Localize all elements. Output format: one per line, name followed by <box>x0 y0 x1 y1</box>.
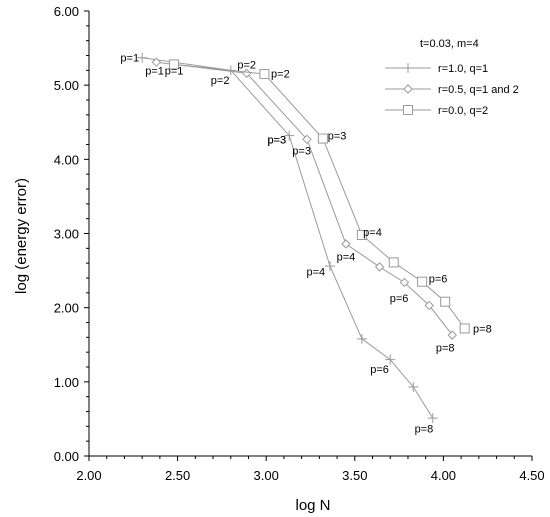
x-tick-label: 4.00 <box>431 468 456 483</box>
y-axis-title: log (energy error) <box>13 178 30 294</box>
y-tick-label: 6.00 <box>54 4 79 19</box>
series-square: p=1 p=2 p=3 p=4 p=6 p=8 <box>165 59 492 335</box>
legend-marker-square <box>403 105 413 115</box>
legend: t=0.03, m=4 r=1.0, q=1r=0.5, q=1 and 2r=… <box>385 38 519 117</box>
point-label: p=8 <box>415 424 434 436</box>
y-tick-label: 1.00 <box>54 375 79 390</box>
data-point-diamond <box>374 262 385 272</box>
legend-label: r=0.0, q=2 <box>438 105 488 117</box>
data-point-plus <box>324 261 335 272</box>
data-point-diamond <box>151 57 162 67</box>
x-tick-label: 2.50 <box>165 468 190 483</box>
data-point-plus <box>284 130 295 141</box>
axes: 2.00 2.50 3.00 3.50 4.00 4.50 0.00 1.00 2.00 3.00… <box>54 4 545 483</box>
y-tick-label: 4.00 <box>54 152 79 167</box>
point-label: p=8 <box>436 343 455 355</box>
legend-items: r=1.0, q=1 r=0.5, q=1 and 2 r=0.0, q=2 <box>385 63 519 117</box>
series-layer: p=1p=2p=3p=4p=6p=8p=1 p=2p=3p=3p=4p=6p=8p… <box>120 53 491 436</box>
data-point-square <box>317 133 328 144</box>
y-tick-label: 3.00 <box>54 227 79 242</box>
point-label: p=1 <box>145 65 164 77</box>
y-tick-label: 2.00 <box>54 301 79 316</box>
legend-label: r=0.5, q=1 and 2 <box>438 84 519 96</box>
point-label: p=3 <box>328 131 347 143</box>
point-label: p=2 <box>271 68 290 80</box>
data-point-plus <box>408 382 419 393</box>
point-label: p=4 <box>363 227 382 239</box>
point-label: p=6 <box>429 274 448 286</box>
data-point-square <box>388 257 399 268</box>
series-plus: p=1 p=2 p=3 p=4 p=6 p=8 <box>120 52 438 436</box>
data-point-plus <box>427 413 438 424</box>
point-label: p=2 <box>211 75 230 87</box>
data-point-square <box>417 276 428 287</box>
point-label: p=1 <box>165 65 184 77</box>
data-point-square <box>459 323 470 334</box>
point-label: p=4 <box>337 251 356 263</box>
legend-item: r=0.5, q=1 and 2 <box>385 84 519 96</box>
point-label: p=6 <box>390 293 409 305</box>
legend-item: r=0.0, q=2 <box>385 105 488 117</box>
data-point-square <box>356 229 367 240</box>
legend-marker-plus <box>403 63 413 73</box>
point-label: p=6 <box>370 364 389 376</box>
data-point-square <box>259 69 270 80</box>
data-point-plus <box>385 354 396 365</box>
series-diamond: p=1 p=2 p=3 p=3 p=4 p=6 p=8 <box>145 57 457 355</box>
y-tick-label: 5.00 <box>54 78 79 93</box>
point-label: p=3 <box>267 134 286 146</box>
data-point-plus <box>137 52 148 63</box>
point-label: p=4 <box>306 266 325 278</box>
point-label: p=1 <box>120 53 139 65</box>
legend-title: t=0.03, m=4 <box>420 38 479 50</box>
point-label: p=3 <box>292 145 311 157</box>
data-point-diamond <box>424 300 434 311</box>
x-tick-label: 4.50 <box>519 468 544 483</box>
data-point-square <box>169 59 180 70</box>
legend-item: r=1.0, q=1 <box>385 63 488 75</box>
legend-label: r=1.0, q=1 <box>438 63 488 75</box>
x-tick-label: 3.00 <box>254 468 279 483</box>
point-label: p=8 <box>473 323 492 335</box>
data-point-diamond <box>302 134 312 145</box>
series-line <box>156 61 453 336</box>
series-line <box>142 57 434 419</box>
x-axis-title: log N <box>295 497 330 514</box>
point-label: p=3 <box>267 134 286 146</box>
x-tick-label: 3.50 <box>342 468 367 483</box>
data-point-diamond <box>447 330 457 340</box>
series-line <box>174 63 466 329</box>
data-point-plus <box>356 333 367 344</box>
y-tick-label: 0.00 <box>54 449 79 464</box>
data-point-diamond <box>399 277 410 288</box>
point-label: p=2 <box>237 59 256 71</box>
data-point-diamond <box>341 239 351 249</box>
x-tick-label: 2.00 <box>76 468 101 483</box>
data-point-square <box>440 296 451 307</box>
legend-marker-diamond <box>403 84 413 94</box>
